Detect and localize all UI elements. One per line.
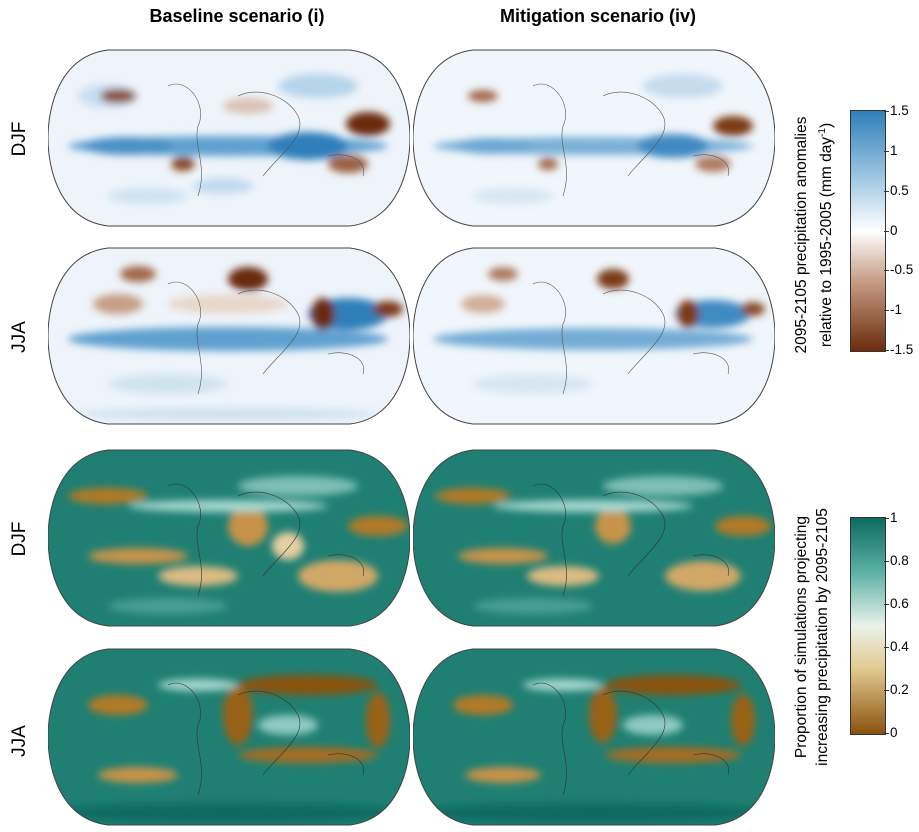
colorbar-bottom-title: Proportion of simulations projecting inc…	[791, 482, 835, 792]
colorbar-top-tick-mark	[884, 350, 889, 351]
colorbar-bottom-title-line1: Proportion of simulations projecting	[793, 515, 810, 759]
colorbar-bottom-tick-mark	[884, 647, 889, 648]
map-djf-anomaly-baseline	[48, 46, 410, 230]
colorbar-top-tick-mark	[884, 111, 889, 112]
colorbar-top-tick-mark	[884, 231, 889, 232]
colorbar-top-tick-label: 0.5	[890, 183, 909, 198]
colorbar-top-tick-mark	[884, 191, 889, 192]
map-jja-anomaly-baseline	[48, 244, 410, 428]
colorbar-top-title: 2095-2105 precipitation anomalies relati…	[791, 70, 835, 400]
colorbar-bottom-bar	[850, 517, 886, 735]
row-label-djf-proportion: DJF	[9, 521, 30, 557]
row-label-jja-anomaly: JJA	[9, 321, 30, 353]
colorbar-bottom-tick-mark	[884, 518, 889, 519]
row-label-jja-proportion: JJA	[9, 725, 30, 757]
colorbar-bottom-title-line2: increasing precipitation by 2095-2105	[814, 508, 831, 766]
colorbar-bottom-tick-label: 0	[890, 725, 898, 740]
colorbar-top-tick-label: 0	[890, 223, 898, 238]
map-jja-proportion-baseline	[48, 645, 410, 829]
colorbar-top-bar	[850, 110, 886, 352]
colorbar-top-tick-label: 1.5	[890, 103, 909, 118]
colorbar-top-title-line2: relative to 1995-2005 (mm day-1)	[817, 122, 836, 348]
colorbar-top-tick-mark	[884, 151, 889, 152]
colorbar-bottom-tick-label: 1	[890, 510, 898, 525]
colorbar-bottom-tick-mark	[884, 604, 889, 605]
colorbar-bottom-tick-label: 0.2	[890, 682, 909, 697]
column-title-baseline: Baseline scenario (i)	[149, 6, 325, 26]
colorbar-top-tick-label: -1	[890, 302, 903, 317]
colorbar-bottom-tick-label: 0.8	[890, 553, 909, 568]
colorbar-top-title-line1: 2095-2105 precipitation anomalies	[793, 116, 810, 354]
colorbar-bottom-tick-label: 0.6	[890, 596, 909, 611]
colorbar-top-tick-label: 1	[890, 143, 898, 158]
colorbar-top-tick-mark	[884, 310, 889, 311]
map-jja-proportion-mitigation	[413, 645, 775, 829]
colorbar-bottom-tick-mark	[884, 690, 889, 691]
colorbar-top-tick-label: -0.5	[890, 262, 914, 277]
colorbar-bottom-tick-mark	[884, 733, 889, 734]
column-title-mitigation: Mitigation scenario (iv)	[499, 6, 697, 26]
map-djf-proportion-mitigation	[413, 446, 775, 630]
colorbar-top-tick-label: -1.5	[890, 342, 914, 357]
colorbar-top-tick-mark	[884, 270, 889, 271]
map-djf-anomaly-mitigation	[413, 46, 775, 230]
colorbar-bottom-tick-label: 0.4	[890, 639, 909, 654]
map-jja-anomaly-mitigation	[413, 244, 775, 428]
colorbar-bottom-tick-mark	[884, 561, 889, 562]
row-label-djf-anomaly: DJF	[9, 121, 30, 157]
map-djf-proportion-baseline	[48, 446, 410, 630]
